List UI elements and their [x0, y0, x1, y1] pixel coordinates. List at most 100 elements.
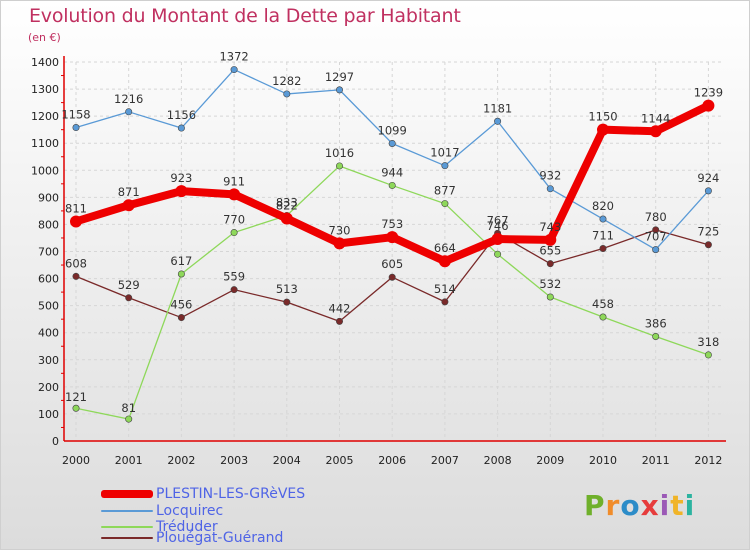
chart-title: Evolution du Montant de la Dette par Hab…: [29, 5, 461, 27]
y-tick-label: 800: [38, 218, 59, 231]
data-point-0: [438, 255, 451, 268]
data-point-0: [544, 233, 557, 246]
logo-letter: x: [640, 489, 660, 522]
data-point-0: [597, 123, 609, 136]
data-label-2: 386: [645, 317, 667, 331]
data-label-3: 608: [65, 256, 87, 270]
x-tick-label: 2003: [220, 454, 248, 467]
data-point-1: [72, 124, 80, 132]
data-point-3: [177, 314, 185, 322]
data-point-3: [230, 286, 238, 294]
data-point-1: [388, 139, 396, 147]
x-tick-label: 2001: [115, 454, 143, 467]
data-label-3: 725: [697, 225, 719, 239]
data-point-2: [652, 333, 660, 341]
data-point-2: [177, 270, 185, 278]
data-label-0: 743: [539, 220, 561, 234]
data-label-0: 911: [223, 174, 245, 188]
data-label-0: 822: [276, 198, 298, 212]
y-tick-label: 700: [38, 246, 59, 259]
data-label-3: 605: [381, 257, 403, 271]
legend-label-plouegat: Plouégat-Guérand: [156, 530, 284, 546]
data-label-0: 746: [487, 219, 509, 233]
x-tick-label: 2004: [273, 454, 301, 467]
y-tick-label: 1400: [31, 56, 59, 69]
y-tick-label: 0: [52, 435, 59, 448]
x-tick-label: 2012: [694, 454, 722, 467]
y-tick-label: 600: [38, 273, 59, 286]
x-tick-label: 2002: [167, 454, 195, 467]
data-label-3: 559: [223, 270, 245, 284]
logo-letter: r: [605, 489, 621, 522]
data-label-1: 1099: [378, 123, 407, 137]
y-tick-label: 500: [38, 300, 59, 313]
data-point-0: [386, 231, 399, 244]
data-point-3: [388, 273, 396, 281]
data-point-3: [652, 226, 660, 234]
data-point-0: [122, 199, 135, 212]
y-tick-label: 1300: [31, 83, 59, 96]
data-label-3: 514: [434, 282, 456, 296]
y-tick-label: 1200: [31, 110, 59, 123]
data-point-1: [230, 66, 238, 74]
data-point-2: [546, 293, 554, 301]
data-point-3: [546, 260, 554, 268]
legend-label-plestin: PLESTIN-LES-GRèVES: [156, 486, 306, 502]
data-label-3: 442: [329, 301, 351, 315]
data-point-2: [441, 200, 449, 208]
y-tick-label: 400: [38, 327, 59, 340]
x-tick-label: 2010: [589, 454, 617, 467]
logo-letter: P: [584, 489, 606, 522]
y-tick-label: 100: [38, 408, 59, 421]
data-point-3: [599, 245, 607, 253]
data-point-2: [230, 229, 238, 237]
legend-swatch-plouegat: [101, 537, 153, 539]
data-label-0: 664: [434, 241, 456, 255]
data-point-2: [335, 162, 343, 170]
legend-swatch-treduder: [101, 526, 153, 528]
x-tick-label: 2009: [536, 454, 564, 467]
y-tick-label: 900: [38, 191, 59, 204]
x-tick-label: 2000: [62, 454, 90, 467]
unit-label: (en €): [28, 31, 61, 44]
data-point-1: [125, 108, 133, 116]
data-label-2: 121: [65, 390, 87, 404]
data-label-2: 532: [539, 277, 561, 291]
legend-swatch-locquirec: [101, 510, 153, 512]
data-point-1: [704, 187, 712, 195]
data-label-3: 456: [170, 298, 192, 312]
legend-item-treduder: Tréduder: [101, 519, 218, 535]
data-label-0: 1144: [641, 111, 670, 125]
data-point-1: [283, 90, 291, 98]
data-label-0: 811: [65, 201, 87, 215]
data-point-0: [70, 215, 82, 228]
data-label-2: 81: [121, 401, 136, 415]
data-point-0: [333, 237, 346, 250]
data-label-0: 753: [381, 217, 403, 231]
data-point-1: [335, 86, 343, 94]
data-point-0: [702, 99, 715, 112]
data-point-3: [335, 317, 343, 325]
data-label-0: 871: [118, 185, 140, 199]
data-label-2: 833: [276, 195, 298, 209]
data-label-2: 617: [170, 254, 192, 268]
data-label-3: 767: [487, 213, 509, 227]
data-label-1: 1282: [272, 74, 301, 88]
data-point-1: [494, 117, 502, 125]
proxiti-logo: Proxiti: [584, 489, 695, 522]
data-point-2: [599, 313, 607, 321]
legend-item-plouegat: Plouégat-Guérand: [101, 530, 283, 546]
data-label-1: 707: [645, 230, 667, 244]
data-label-3: 711: [592, 229, 614, 243]
data-point-3: [283, 298, 291, 306]
data-label-3: 655: [539, 244, 561, 258]
legend-label-locquirec: Locquirec: [156, 503, 224, 519]
data-point-2: [125, 415, 133, 423]
data-label-1: 820: [592, 199, 614, 213]
data-point-1: [546, 185, 554, 193]
data-point-3: [441, 298, 449, 306]
data-point-1: [652, 246, 660, 254]
data-label-3: 513: [276, 282, 298, 296]
